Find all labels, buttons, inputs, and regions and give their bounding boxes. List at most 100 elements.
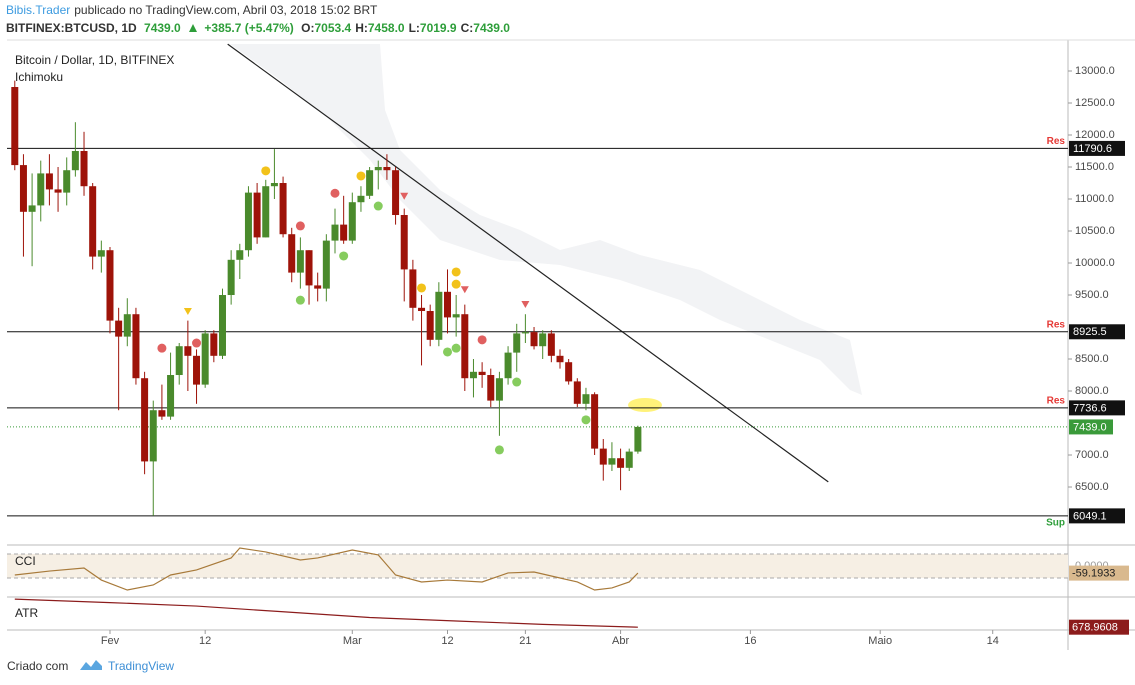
candle-body <box>495 378 503 401</box>
y-tick-label: 9500.0 <box>1075 289 1109 301</box>
candle-body <box>383 167 391 171</box>
candle-body <box>63 170 71 193</box>
indicator-line <box>14 598 638 628</box>
candle-body <box>565 362 573 382</box>
candle-body <box>123 314 131 337</box>
price: 7439.0 <box>144 21 181 35</box>
candle-body <box>539 333 547 347</box>
candle-body <box>149 410 157 462</box>
logo <box>80 660 102 670</box>
candle-body <box>573 381 581 404</box>
cci-band <box>7 554 1068 579</box>
ohlc-value: 7053.4 <box>314 21 352 35</box>
x-tick-label: 12 <box>441 635 453 647</box>
candle-body <box>132 314 140 379</box>
candle-body <box>218 295 226 356</box>
candle-body <box>452 314 460 318</box>
ohlc-value: 7458.0 <box>367 21 405 35</box>
candle-body <box>115 320 123 337</box>
signal-triangle <box>521 300 530 308</box>
candle-body <box>244 192 252 251</box>
candle-body <box>19 165 27 212</box>
change: +385.7 (+5.47%) <box>204 21 294 35</box>
header-line: Bibis.Trader publicado no TradingView.com… <box>6 3 381 17</box>
chart-subtitle: Ichimoku <box>15 70 63 84</box>
candle-body <box>236 250 244 260</box>
trendline <box>227 43 829 483</box>
candle-body <box>435 291 443 340</box>
candle-body <box>357 195 365 203</box>
y-tick-label: 7000.0 <box>1075 449 1109 461</box>
price-tag <box>1069 508 1125 524</box>
signal-dot <box>356 171 366 181</box>
signal-dot <box>261 166 271 176</box>
y-tick-label: 8500.0 <box>1075 353 1109 365</box>
signal-dot <box>373 201 383 211</box>
candle-body <box>331 224 339 241</box>
x-tick-label: Mar <box>343 635 362 647</box>
price-tag <box>1069 400 1125 416</box>
signal-dot <box>451 279 461 289</box>
y-tick-label: 8000.0 <box>1075 385 1109 397</box>
signal-triangle <box>460 286 469 294</box>
candle-body <box>141 378 149 462</box>
ohlc: O:7053.4 H:7458.0 L:7019.9 C:7439.0 <box>301 21 514 35</box>
candle-body <box>167 375 175 417</box>
candle-body <box>227 259 235 296</box>
candle-body <box>37 173 45 206</box>
indicator-value: -59.1933 <box>1072 568 1115 580</box>
x-tick-label: 12 <box>199 635 211 647</box>
y-tick-label: 10000.0 <box>1075 257 1115 269</box>
candle-body <box>409 269 417 308</box>
candle-body <box>340 224 348 241</box>
last-price-label: 7439.0 <box>1073 421 1107 433</box>
candle-body <box>608 458 616 465</box>
candle-body <box>443 291 451 318</box>
signal-dot <box>451 343 461 353</box>
candle-body <box>97 250 105 257</box>
signal-dot <box>192 338 202 348</box>
candle-body <box>288 234 296 273</box>
candle-body <box>582 394 590 404</box>
signal-dot <box>512 377 522 387</box>
candle-body <box>175 346 183 376</box>
ohlc-label: L: <box>408 21 420 35</box>
published: publicado no TradingView.com, Abril 03, … <box>74 3 378 17</box>
ohlc-label: C: <box>460 21 474 35</box>
candle-body <box>348 202 356 241</box>
candle-body <box>426 311 434 340</box>
y-tick-label: 13000.0 <box>1075 65 1115 77</box>
signal-dot <box>581 415 591 425</box>
signal-dot <box>417 283 427 293</box>
candle-body <box>400 215 408 270</box>
candle-body <box>469 371 477 379</box>
candle-body <box>521 332 529 334</box>
symbol: BITFINEX:BTCUSD, 1D <box>6 21 137 35</box>
candle-body <box>80 151 88 187</box>
signal-dot <box>477 335 487 345</box>
indicator-name: ATR <box>15 606 38 620</box>
highlight <box>628 398 662 412</box>
signal-dot <box>451 267 461 277</box>
candle-body <box>487 375 495 401</box>
signal-triangle <box>183 308 192 316</box>
candle-body <box>418 307 426 312</box>
price-tag <box>1069 324 1125 340</box>
chart-title: Bitcoin / Dollar, 1D, BITFINEX <box>15 53 174 67</box>
indicator-tag <box>1069 619 1129 635</box>
candle-body <box>322 240 330 289</box>
x-tick-label: Fev <box>101 635 120 647</box>
candle-body <box>547 333 555 356</box>
x-tick-label: 16 <box>744 635 756 647</box>
candle-body <box>392 170 400 216</box>
ichimoku-cloud <box>230 44 862 395</box>
indicator-tag <box>1069 565 1129 581</box>
footer-text: Criado com <box>7 659 68 673</box>
candle-body <box>184 346 192 356</box>
signal-dot <box>442 347 452 357</box>
y-tick-label: 12500.0 <box>1075 97 1115 109</box>
indicator-value: 678.9608 <box>1072 622 1118 634</box>
level-tag: Sup <box>1046 518 1065 529</box>
ohlc-label: O: <box>301 21 315 35</box>
